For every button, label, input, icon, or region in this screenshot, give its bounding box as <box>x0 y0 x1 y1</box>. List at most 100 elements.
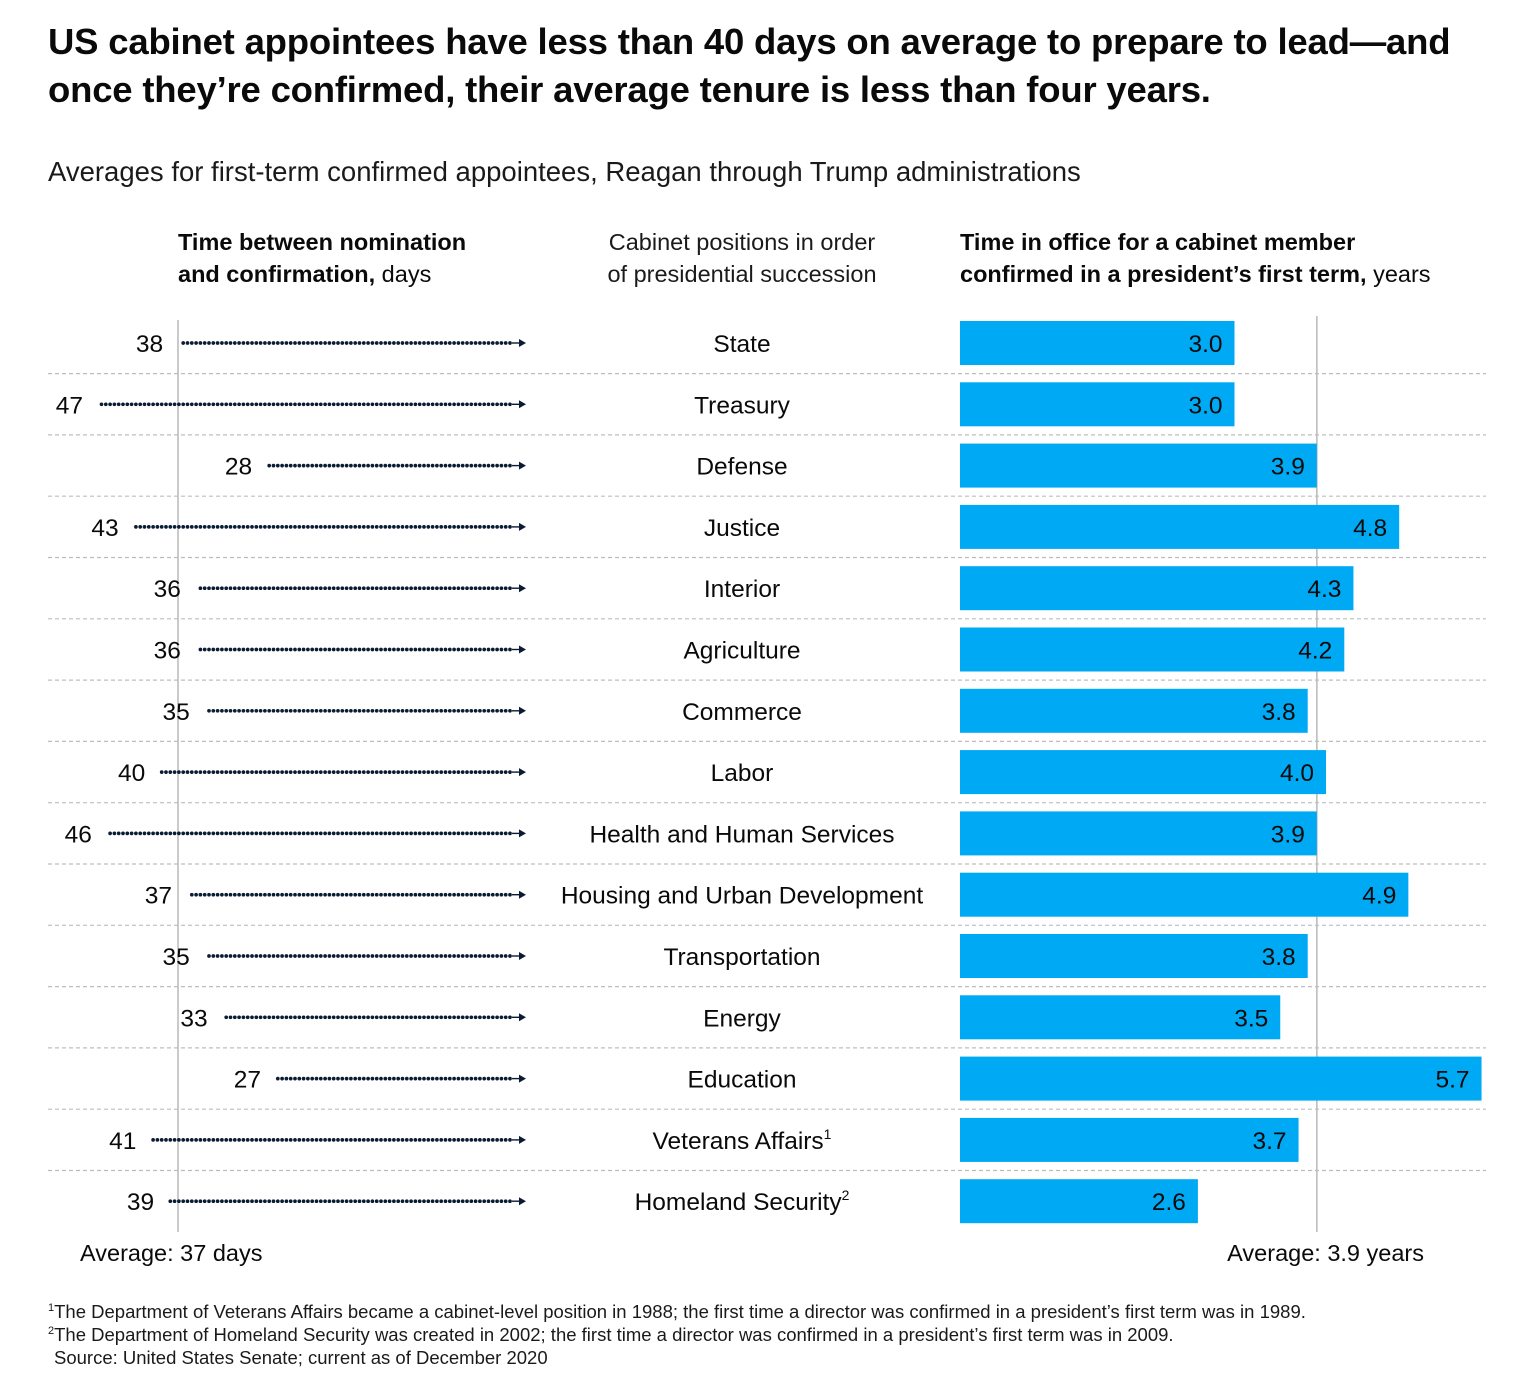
dot <box>301 831 306 836</box>
dot <box>409 770 413 774</box>
dot <box>447 1076 452 1081</box>
dot <box>237 1199 241 1204</box>
dot <box>112 831 117 836</box>
dot <box>142 831 147 836</box>
dot <box>396 1015 401 1020</box>
dot <box>336 1199 340 1204</box>
dot <box>443 708 448 713</box>
dot <box>327 1199 332 1204</box>
dot <box>254 647 259 652</box>
dot <box>245 954 250 958</box>
dot <box>387 1138 392 1142</box>
dot <box>503 1076 508 1081</box>
dot <box>400 647 405 652</box>
dot <box>396 892 401 897</box>
dot <box>318 1138 323 1142</box>
dot <box>194 1199 198 1204</box>
dot <box>263 1138 267 1142</box>
dot <box>370 831 375 836</box>
dot <box>258 586 263 591</box>
dot <box>508 586 512 591</box>
dot <box>443 1138 448 1142</box>
dot <box>194 341 198 345</box>
dot <box>215 708 220 713</box>
dot <box>280 1076 284 1081</box>
dot <box>396 586 401 591</box>
dot <box>503 341 508 345</box>
dot <box>331 525 336 529</box>
dot <box>447 1015 452 1020</box>
dot <box>439 892 444 897</box>
dot <box>353 708 358 713</box>
dot <box>383 1199 388 1204</box>
dot <box>168 770 173 774</box>
dot <box>232 586 237 591</box>
dot <box>495 1199 499 1204</box>
dot <box>331 1076 336 1081</box>
dot <box>146 831 151 836</box>
dot <box>288 708 293 713</box>
dot <box>301 892 306 897</box>
dot <box>241 586 246 591</box>
dot <box>443 586 448 591</box>
dot <box>486 1138 491 1142</box>
dot <box>263 708 267 713</box>
dot <box>267 831 272 836</box>
dot <box>198 1138 203 1142</box>
dot <box>271 892 276 897</box>
dot <box>220 892 224 897</box>
dot <box>211 892 216 897</box>
category-label: Transportation <box>663 944 820 971</box>
dot <box>443 647 448 652</box>
dot-arrow-row <box>168 1197 526 1206</box>
dot <box>478 1015 482 1020</box>
days-value-label: 37 <box>145 883 172 910</box>
dot <box>404 708 409 713</box>
dot <box>301 647 306 652</box>
dot <box>340 1199 345 1204</box>
dot <box>275 586 280 591</box>
dot <box>198 831 203 836</box>
dot <box>439 1138 444 1142</box>
dot <box>374 1138 379 1142</box>
dot <box>447 1199 452 1204</box>
dot <box>293 463 297 468</box>
dot <box>366 708 370 713</box>
dot <box>250 402 254 407</box>
dot <box>336 463 340 468</box>
dot <box>168 1199 173 1204</box>
dot-arrow-row <box>181 339 526 347</box>
dot <box>344 831 349 836</box>
dot <box>430 1138 435 1142</box>
dot <box>503 770 508 774</box>
dot <box>224 1138 229 1142</box>
dot <box>228 586 233 591</box>
dot <box>318 708 323 713</box>
dot <box>361 463 366 468</box>
dot <box>177 770 181 774</box>
dot <box>280 1015 284 1020</box>
dot <box>340 954 345 958</box>
dot <box>267 1015 272 1020</box>
dot <box>185 402 190 407</box>
dot <box>331 770 336 774</box>
dot <box>456 525 461 529</box>
dot <box>374 1015 379 1020</box>
dot <box>215 341 220 345</box>
dot <box>469 954 474 958</box>
dot <box>366 402 370 407</box>
dot <box>194 1138 198 1142</box>
dot <box>232 341 237 345</box>
dot <box>310 954 315 958</box>
dot <box>447 402 452 407</box>
dot <box>331 708 336 713</box>
dot <box>349 1015 353 1020</box>
dot <box>456 1138 461 1142</box>
dot <box>314 586 319 591</box>
tenure-bar <box>960 995 1281 1040</box>
dot <box>349 341 353 345</box>
dot <box>258 892 263 897</box>
dot <box>271 1138 276 1142</box>
dot <box>490 1015 495 1020</box>
dot <box>357 463 362 468</box>
